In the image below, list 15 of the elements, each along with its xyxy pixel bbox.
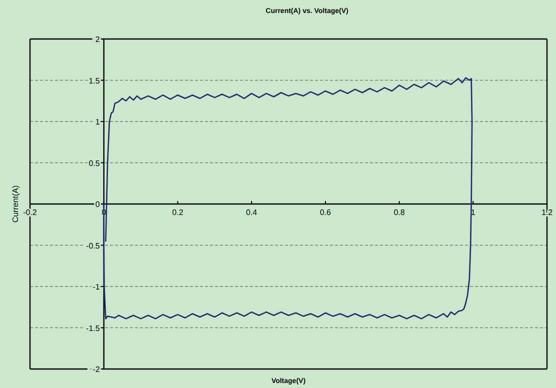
y-tick-label: 0.5 bbox=[88, 158, 100, 168]
y-tick-label: -1.5 bbox=[86, 324, 100, 333]
y-tick-label: 1.5 bbox=[88, 76, 100, 86]
y-tick-label: -0.5 bbox=[86, 241, 100, 250]
x-tick-label: 1 bbox=[470, 208, 476, 217]
line-series bbox=[103, 77, 473, 320]
x-tick-label: 0.2 bbox=[172, 208, 184, 217]
y-tick-label: -1 bbox=[92, 282, 100, 292]
x-tick-label: 0.4 bbox=[246, 208, 258, 217]
y-tick-label: 2 bbox=[95, 35, 100, 44]
y-axis-title: Current(A) bbox=[11, 184, 20, 223]
y-tick-label: -2 bbox=[92, 365, 100, 374]
y-tick-label: 1 bbox=[95, 118, 100, 126]
x-tick-label: 0.6 bbox=[320, 208, 332, 217]
x-tick-label: 0.8 bbox=[394, 208, 406, 217]
